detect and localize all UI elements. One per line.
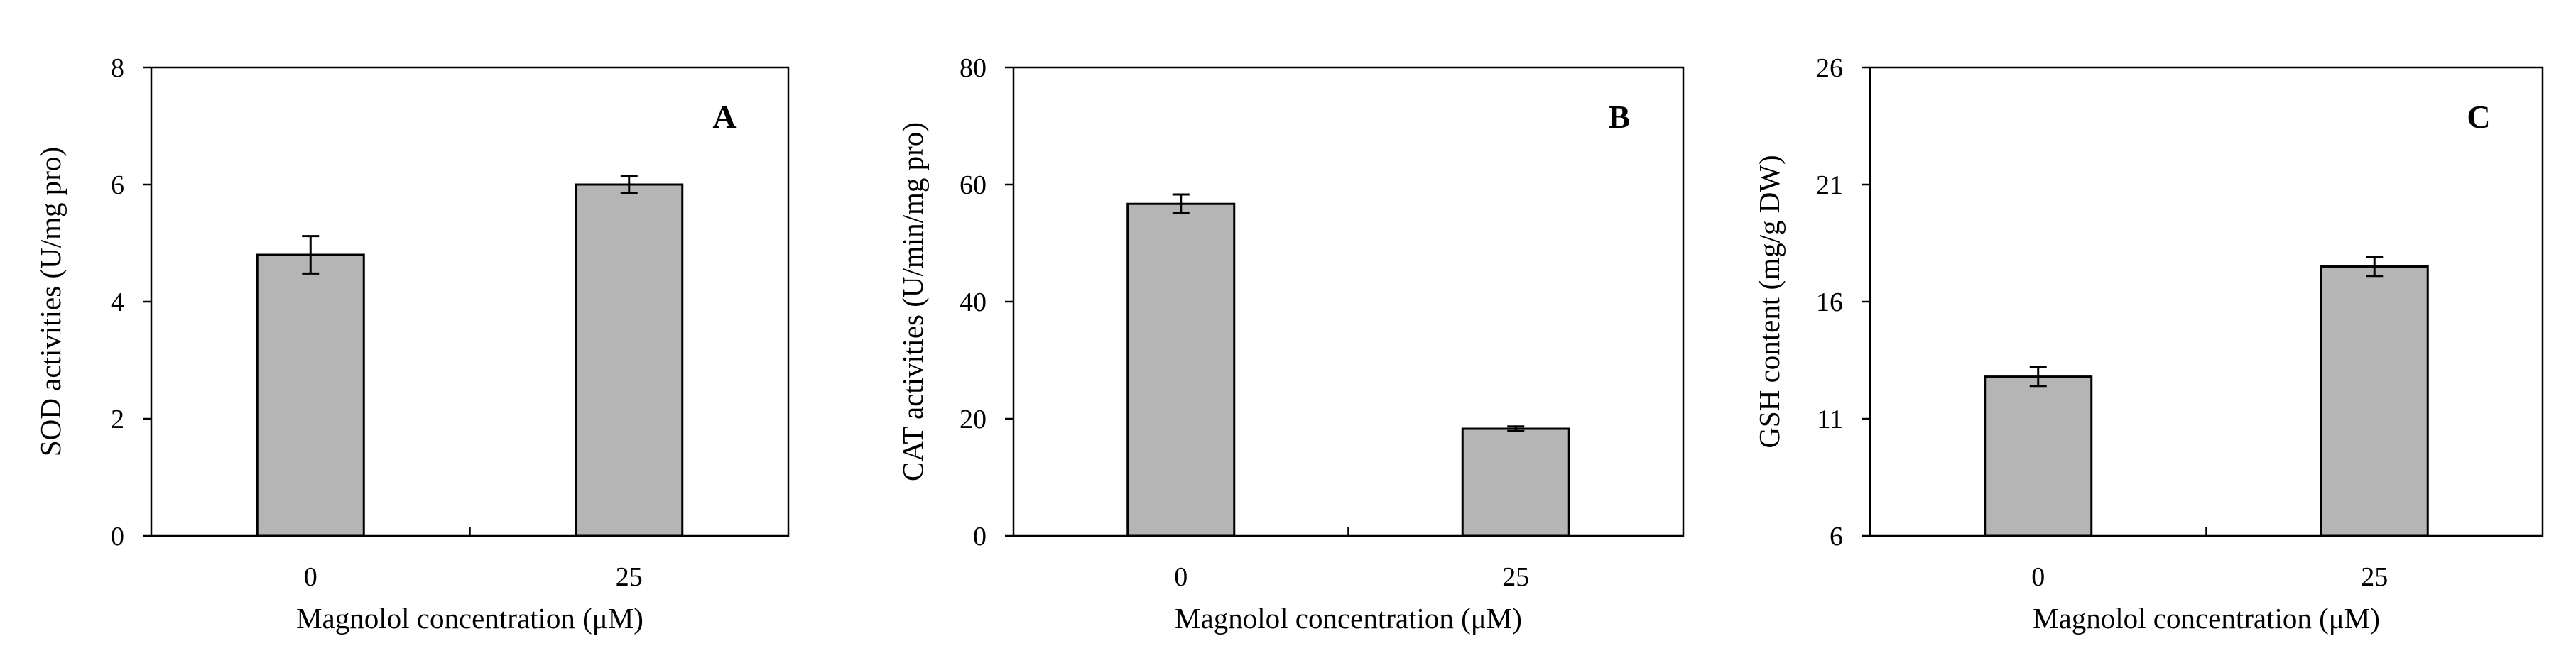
y-tick-label: 4 (111, 287, 124, 317)
bar (2320, 265, 2429, 537)
y-tick-label: 2 (111, 405, 124, 434)
y-tick-label: 6 (1830, 522, 1843, 552)
x-tick-label: 0 (304, 562, 317, 592)
y-tick-label: 8 (111, 53, 124, 83)
panel-letter: B (1609, 99, 1631, 135)
panel-b: 0 20 40 60 80 0 25 B Magnolol concentration (μM)… (896, 53, 1685, 635)
y-tick-label: 0 (111, 522, 124, 552)
bar (1984, 375, 2093, 537)
x-tick-label: 25 (2361, 562, 2388, 592)
panel-c: 6 11 16 21 26 0 25 C Magnolol concentration (μM)… (1753, 53, 2544, 635)
y-tick-label: 0 (973, 522, 987, 552)
panel-letter: A (712, 99, 736, 135)
panel-a: 0 2 4 6 8 0 25 A Magnolol concentration (μM) SOD … (34, 53, 790, 635)
x-axis-title: Magnolol concentration (μM) (2033, 602, 2380, 635)
plot-frame (150, 66, 790, 537)
x-axis-title: Magnolol concentration (μM) (296, 602, 643, 635)
y-tick-label: 11 (1817, 405, 1843, 434)
bar (256, 253, 365, 537)
bar (1126, 202, 1236, 537)
bar (575, 183, 684, 537)
y-tick-label: 40 (960, 287, 987, 317)
panel-letter: C (2467, 99, 2490, 135)
plot-frame (1869, 66, 2544, 537)
y-axis-title: GSH content (mg/g DW) (1753, 155, 1786, 448)
bar (1461, 427, 1570, 537)
y-tick-label: 20 (960, 405, 987, 434)
x-tick-label: 25 (1502, 562, 1529, 592)
x-tick-label: 0 (1174, 562, 1188, 592)
plot-frame (1012, 66, 1685, 537)
y-tick-label: 21 (1816, 170, 1843, 200)
x-axis-title: Magnolol concentration (μM) (1175, 602, 1522, 635)
y-tick-label: 16 (1816, 287, 1843, 317)
y-tick-label: 26 (1816, 53, 1843, 83)
y-tick-label: 6 (111, 170, 124, 200)
x-tick-label: 0 (2031, 562, 2045, 592)
y-tick-label: 60 (960, 170, 987, 200)
y-axis-title: SOD activities (U/mg pro) (34, 147, 67, 456)
x-tick-label: 25 (616, 562, 643, 592)
y-tick-label: 80 (960, 53, 987, 83)
y-axis-title: CAT activities (U/min/mg pro) (896, 122, 929, 481)
